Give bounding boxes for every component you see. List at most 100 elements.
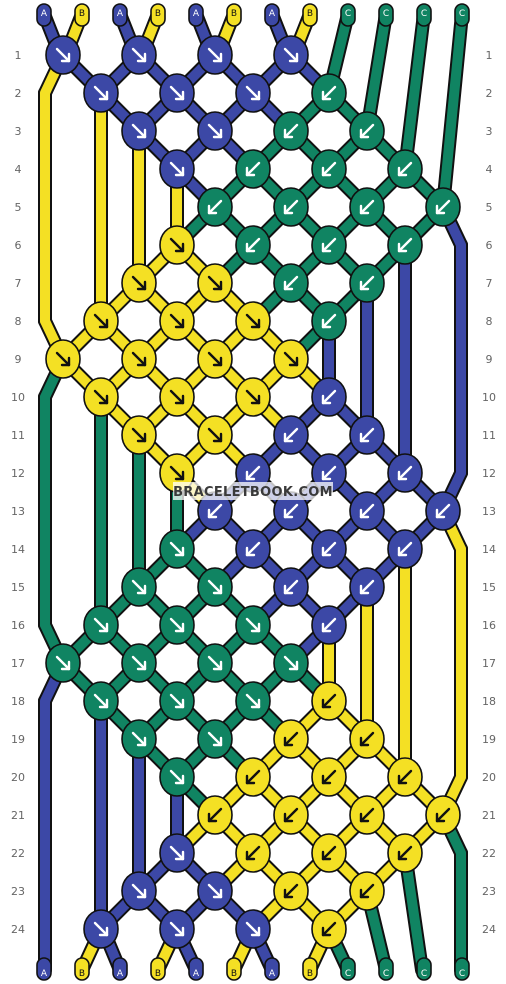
knot-arrow: [245, 921, 261, 937]
knot-18-4: [159, 681, 195, 721]
knot-arrow: [359, 731, 375, 747]
bottom-strand-label: B: [226, 957, 242, 981]
knot-arrowhead: [321, 394, 332, 405]
knot-arrowhead: [136, 584, 147, 595]
knot-5-9: [349, 187, 385, 227]
knot-arrow: [131, 427, 147, 443]
strand-letter: C: [421, 9, 427, 19]
knot-arrow: [283, 199, 299, 215]
row-number-left: 18: [11, 695, 25, 708]
edge-strand: [400, 9, 429, 174]
knot-arrowhead: [288, 356, 299, 367]
knot-arrowhead: [397, 774, 408, 785]
row-number-left: 15: [11, 581, 25, 594]
knot-arrow: [435, 807, 451, 823]
knot-arrow: [283, 47, 299, 63]
row-number-right: 13: [482, 505, 496, 518]
knot-arrowhead: [136, 52, 147, 63]
knot-arrowhead: [397, 242, 408, 253]
knot-arrowhead: [245, 166, 256, 177]
knot-arrow: [245, 237, 261, 253]
strand-letter: A: [269, 969, 276, 979]
row-number-right: 4: [486, 163, 493, 176]
knot-arrowhead: [321, 850, 332, 861]
strand-cap: [36, 957, 52, 981]
strand-cap: [340, 3, 356, 27]
knot-15-9: [349, 567, 385, 607]
row-number-left: 19: [11, 733, 25, 746]
knot-arrow: [283, 427, 299, 443]
knot-21-5: [197, 795, 233, 835]
knot-21-7: [273, 795, 309, 835]
knot-arrow: [131, 351, 147, 367]
knot-arrow: [245, 85, 261, 101]
knot-16-4: [159, 605, 195, 645]
knot-arrow: [397, 541, 413, 557]
row-number-right: 8: [486, 315, 493, 328]
strand-letter: C: [383, 9, 389, 19]
knot-arrow: [207, 807, 223, 823]
knot-arrowhead: [174, 698, 185, 709]
knot-arrow: [321, 313, 337, 329]
top-strand-label: C: [416, 3, 432, 27]
knot-16-8: [311, 605, 347, 645]
knot-10-4: [159, 377, 195, 417]
knot-20-8: [311, 757, 347, 797]
knot-arrow: [169, 541, 185, 557]
top-strand-label: A: [188, 3, 204, 27]
strand-letter: C: [345, 969, 351, 979]
row-number-right: 16: [482, 619, 496, 632]
knot-11-3: [121, 415, 157, 455]
strand-cap: [150, 957, 166, 981]
knot-arrowhead: [397, 470, 408, 481]
knot-arrow: [359, 123, 375, 139]
row-number-right: 5: [486, 201, 493, 214]
knot-9-7: [273, 339, 309, 379]
strand-letter: C: [345, 9, 351, 19]
knot-arrow: [321, 541, 337, 557]
knot-8-2: [83, 301, 119, 341]
knot-arrowhead: [245, 774, 256, 785]
knot-13-5: [197, 491, 233, 531]
row-number-right: 9: [486, 353, 493, 366]
row-number-right: 1: [486, 49, 493, 62]
knot-16-6: [235, 605, 271, 645]
strand-cap: [416, 3, 432, 27]
knot-arrow: [283, 351, 299, 367]
knot-arrow: [245, 693, 261, 709]
strand-letter: C: [421, 969, 427, 979]
knot-arrowhead: [98, 926, 109, 937]
strand-cap: [416, 957, 432, 981]
bottom-strand-label: A: [264, 957, 280, 981]
knot-7-9: [349, 263, 385, 303]
knot-arrow: [245, 617, 261, 633]
knot-arrowhead: [283, 204, 294, 215]
knot-16-2: [83, 605, 119, 645]
knot-arrowhead: [250, 622, 261, 633]
knot-arrowhead: [136, 128, 147, 139]
strand-letter: B: [231, 9, 237, 19]
knot-7-3: [121, 263, 157, 303]
knot-11-5: [197, 415, 233, 455]
knot-arrow: [207, 275, 223, 291]
knot-arrowhead: [359, 888, 370, 899]
top-strand-label: C: [454, 3, 470, 27]
knot-arrow: [359, 275, 375, 291]
bottom-strand-label: B: [302, 957, 318, 981]
knot-5-5: [197, 187, 233, 227]
knot-24-4: [159, 909, 195, 949]
strand-letter: C: [383, 969, 389, 979]
knot-arrowhead: [321, 546, 332, 557]
knot-2-2: [83, 73, 119, 113]
knot-arrowhead: [283, 584, 294, 595]
knot-arrow: [93, 313, 109, 329]
knot-23-7: [273, 871, 309, 911]
knot-arrow: [207, 655, 223, 671]
knot-arrowhead: [174, 318, 185, 329]
strand-cap: [454, 3, 470, 27]
knot-arrowhead: [212, 52, 223, 63]
knot-1-7: [273, 35, 309, 75]
top-strand-label: A: [36, 3, 52, 27]
row-number-left: 1: [15, 49, 22, 62]
